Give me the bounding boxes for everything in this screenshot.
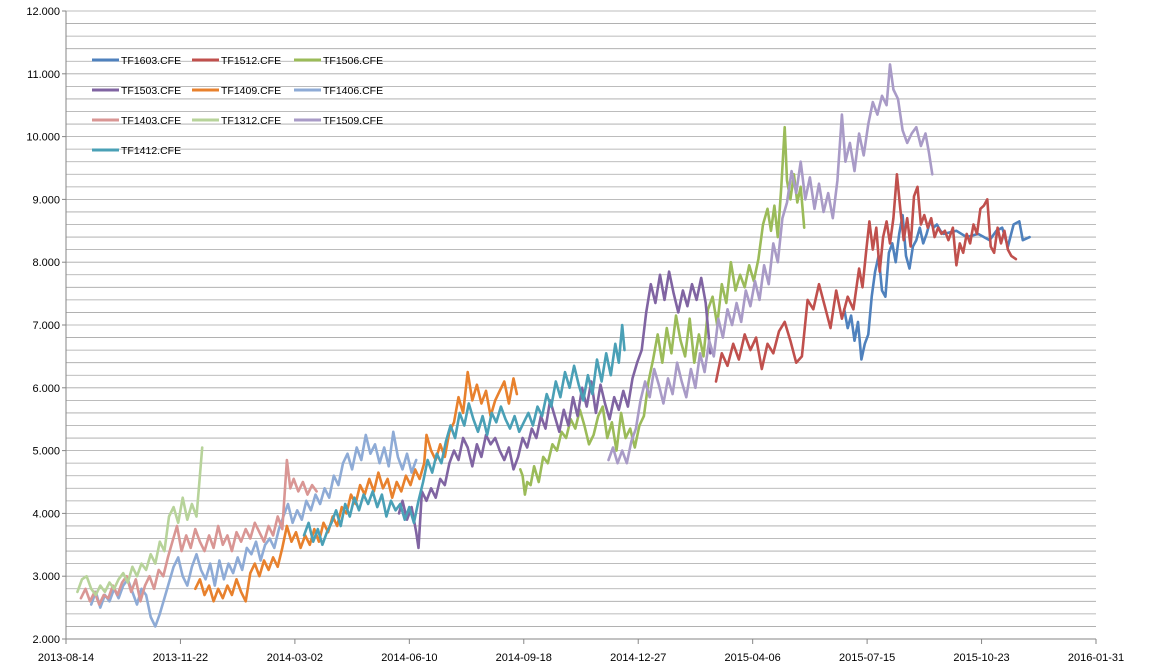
legend-label: TF1509.CFE bbox=[323, 115, 383, 127]
legend-label: TF1503.CFE bbox=[121, 85, 181, 97]
x-tick-label: 2016-01-31 bbox=[1068, 652, 1124, 664]
series-line-tf1409-cfe bbox=[194, 370, 519, 603]
y-tick-label: 7.000 bbox=[32, 320, 60, 332]
series-lines bbox=[76, 63, 1031, 628]
legend-label: TF1312.CFE bbox=[221, 115, 281, 127]
series-line-tf1412-cfe bbox=[302, 323, 626, 547]
legend-label: TF1409.CFE bbox=[221, 85, 281, 97]
series-line-tf1506-cfe bbox=[518, 125, 806, 496]
y-tick-label: 6.000 bbox=[32, 383, 60, 395]
x-tick-label: 2013-11-22 bbox=[153, 652, 208, 664]
y-tick-label: 4.000 bbox=[32, 508, 60, 520]
series-line-tf1403-cfe bbox=[79, 458, 318, 606]
y-tick-label: 8.000 bbox=[32, 257, 60, 269]
series-line-tf1603-cfe bbox=[842, 213, 1031, 361]
x-tick-label: 2014-09-18 bbox=[496, 652, 552, 664]
legend-label: TF1506.CFE bbox=[323, 55, 383, 67]
x-tick-label: 2015-10-23 bbox=[953, 652, 1009, 664]
y-axis-tick-labels: 2.000 3.000 4.000 5.000 6.000 7.000 8.000 9.000… bbox=[26, 6, 66, 646]
x-tick-label: 2015-04-06 bbox=[725, 652, 781, 664]
legend-label: TF1603.CFE bbox=[121, 55, 181, 67]
y-tick-label: 3.000 bbox=[32, 571, 60, 583]
y-tick-label: 12.000 bbox=[26, 6, 60, 18]
y-tick-label: 5.000 bbox=[32, 446, 60, 458]
series-line-tf1312-cfe bbox=[76, 446, 204, 597]
x-tick-label: 2014-03-02 bbox=[267, 652, 323, 664]
x-tick-label: 2013-08-14 bbox=[38, 652, 94, 664]
y-tick-label: 10.000 bbox=[26, 132, 60, 144]
x-tick-label: 2014-12-27 bbox=[610, 652, 666, 664]
y-tick-label: 2.000 bbox=[32, 634, 60, 646]
series-line-tf1509-cfe bbox=[607, 63, 934, 465]
gridlines bbox=[66, 10, 1096, 627]
x-axis-tick-labels: 2013-08-14 2013-11-22 2014-03-02 2014-06-10… bbox=[38, 639, 1124, 664]
y-tick-label: 11.000 bbox=[27, 69, 60, 81]
series-line-tf1512-cfe bbox=[714, 173, 1018, 383]
legend-label: TF1412.CFE bbox=[121, 145, 181, 157]
series-line-tf1503-cfe bbox=[397, 270, 712, 550]
y-tick-label: 9.000 bbox=[32, 194, 60, 206]
legend-label: TF1406.CFE bbox=[323, 85, 383, 97]
series-line-tf1406-cfe bbox=[89, 430, 418, 628]
x-tick-label: 2014-06-10 bbox=[381, 652, 437, 664]
legend-label: TF1512.CFE bbox=[221, 55, 281, 67]
legend-label: TF1403.CFE bbox=[121, 115, 181, 127]
legend: TF1603.CFE TF1512.CFE TF1506.CFE TF1503.CFE… bbox=[92, 55, 383, 157]
x-tick-label: 2015-07-15 bbox=[839, 652, 895, 664]
